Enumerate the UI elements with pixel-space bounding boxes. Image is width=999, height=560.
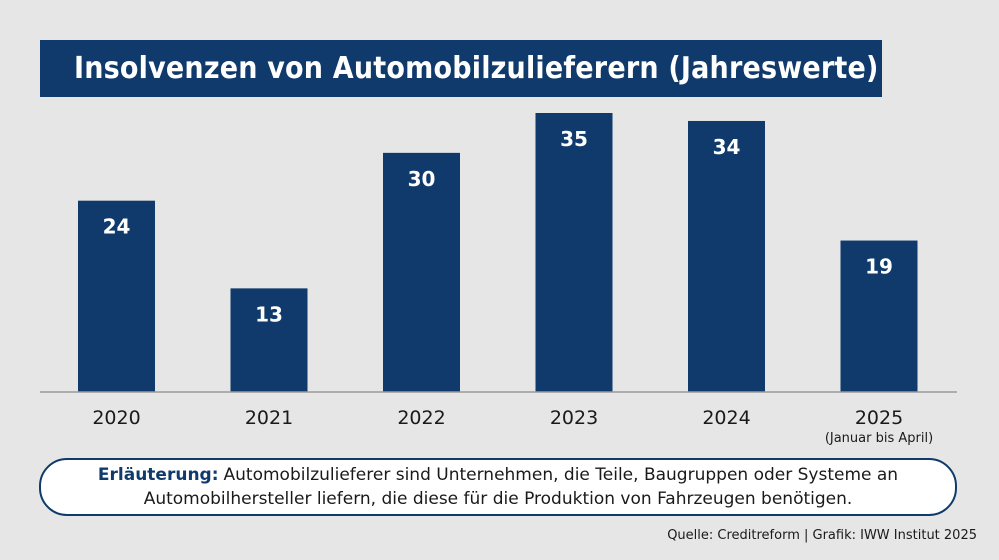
explanation-text: Automobilzulieferer sind Unternehmen, di…: [143, 465, 899, 509]
x-tick-sublabel-2025: (Januar bis April): [825, 431, 933, 446]
bar-2023: [535, 113, 613, 392]
explanation-box: Erläuterung: Automobilzulieferer sind Unt…: [39, 458, 957, 516]
x-tick-2021: 2021: [245, 407, 293, 429]
title-banner: Insolvenzen von Automobilzulieferern (Ja…: [40, 40, 882, 97]
value-label-2022: 30: [408, 167, 436, 191]
value-label-2020: 24: [103, 215, 131, 239]
value-label-2021: 13: [255, 302, 283, 326]
x-tick-2025: 2025: [855, 407, 903, 429]
source-credit: Quelle: Creditreform | Grafik: IWW Insti…: [667, 528, 977, 543]
x-tick-2023: 2023: [550, 407, 598, 429]
bar-2021: [230, 288, 308, 392]
value-label-2025: 19: [865, 255, 893, 279]
value-label-2024: 34: [713, 135, 741, 159]
explanation-text-block: Erläuterung: Automobilzulieferer sind Unt…: [65, 463, 931, 511]
bar-2020: [78, 200, 155, 392]
x-tick-2022: 2022: [397, 407, 445, 429]
x-tick-2024: 2024: [702, 407, 750, 429]
chart-title: Insolvenzen von Automobilzulieferern (Ja…: [74, 51, 879, 86]
bar-2025: [840, 240, 918, 392]
bar-chart: 24 2020 13 2021 30 2022 35 2023 34 2024 19 2025 (Jan…: [40, 113, 957, 446]
bar-2022: [383, 152, 460, 392]
bar-2024: [688, 120, 765, 392]
x-tick-2020: 2020: [92, 407, 140, 429]
value-label-2023: 35: [560, 127, 588, 151]
explanation-label: Erläuterung:: [97, 465, 219, 485]
